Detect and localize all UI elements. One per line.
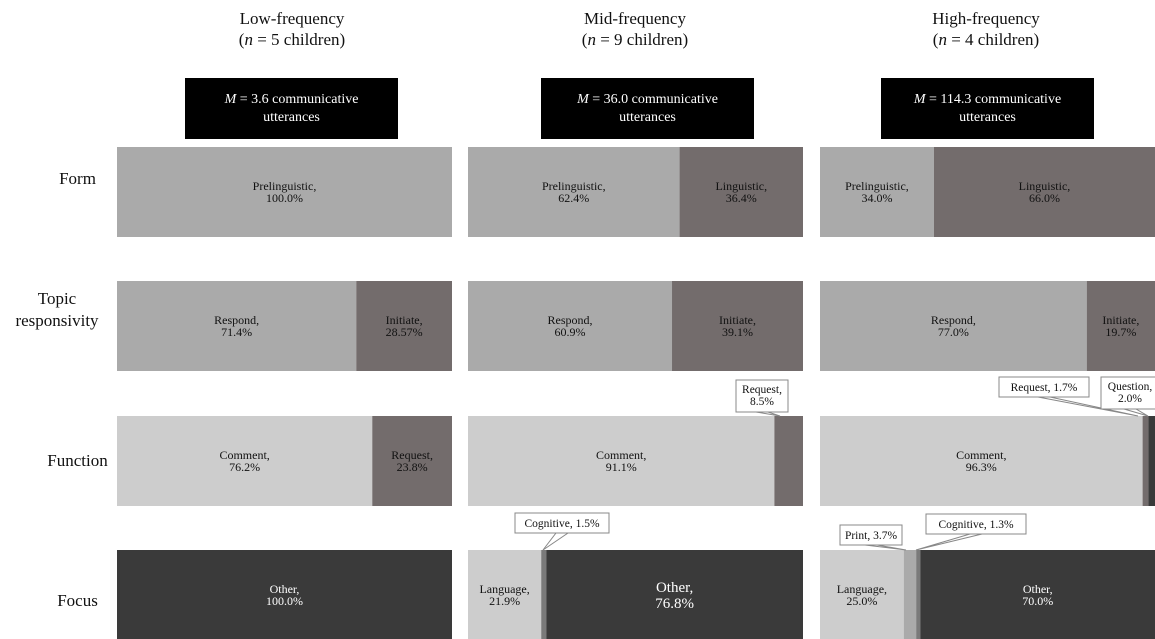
column-title: Low-frequency [239,9,345,28]
svg-text:Question,2.0%: Question, 2.0% [1108,381,1153,405]
callout-high-frequency-focus-cognitive: Cognitive, 1.3% [915,513,1027,551]
bar-mid-frequency-topic-responsivity-respond [468,281,673,371]
bar-high-frequency-focus-print [903,550,917,639]
bar-high-frequency-focus-language [820,550,904,639]
data-label-low-frequency-function-request: Request, 23.8% [391,448,433,474]
bar-high-frequency-topic-responsivity-respond [820,281,1087,371]
data-label-low-frequency-topic-responsivity-respond: Respond, 71.4% [214,313,259,339]
bar-mid-frequency-form-prelinguistic [468,147,680,237]
bar-high-frequency-focus-cognitive [916,550,921,639]
column-n: (n = 9 children) [581,30,689,49]
bar-mid-frequency-focus-language [468,550,542,639]
svg-text:Request, 1.7%: Request, 1.7% [1011,382,1078,394]
callout-mid-frequency-focus-cognitive: Cognitive, 1.5% [514,512,610,551]
svg-text:Request,8.5%: Request, 8.5% [742,384,782,408]
bar-high-frequency-topic-responsivity-initiate [1086,281,1155,371]
data-label-mid-frequency-function-comment: Comment, 91.1% [596,448,646,474]
bar-high-frequency-function-request [1142,416,1149,506]
bar-high-frequency-form-linguistic [933,147,1155,237]
callout-high-frequency-function-question: Question, 2.0% [1100,376,1155,417]
bar-mid-frequency-function-request [774,416,803,506]
bar-mid-frequency-focus-other [546,550,803,639]
row-label-focus: Focus [57,591,98,610]
data-label-high-frequency-form-prelinguistic: Prelinguistic, 34.0% [845,179,909,205]
svg-text:Print, 3.7%: Print, 3.7% [845,530,897,542]
bar-mid-frequency-topic-responsivity-initiate [672,281,803,371]
data-label-high-frequency-focus-other: Other, 70.0% [1022,582,1053,608]
row-label-form: Form [59,169,96,188]
column-title: Mid-frequency [584,9,686,28]
data-label-mid-frequency-focus-language: Language, 21.9% [479,582,529,608]
bar-low-frequency-function-comment [117,416,373,506]
data-label-high-frequency-form-linguistic: Linguistic, 66.0% [1019,179,1071,205]
bar-high-frequency-function-question [1148,416,1155,506]
mean-box-low: M = 3.6 communicative utterances [185,78,398,139]
svg-text:Cognitive, 1.3%: Cognitive, 1.3% [938,519,1013,531]
data-label-low-frequency-function-comment: Comment, 76.2% [219,448,269,474]
callout-mid-frequency-function-request: Request, 8.5% [735,379,789,417]
column-n: (n = 4 children) [932,30,1040,49]
bar-high-frequency-function-comment [820,416,1143,506]
data-label-mid-frequency-form-linguistic: Linguistic, 36.4% [715,179,767,205]
bar-mid-frequency-form-linguistic [679,147,803,237]
data-label-low-frequency-topic-responsivity-initiate: Initiate, 28.57% [386,313,423,339]
bar-low-frequency-topic-responsivity-respond [117,281,357,371]
bar-mid-frequency-focus-cognitive [541,550,547,639]
data-label-low-frequency-form-prelinguistic: Prelinguistic, 100.0% [253,179,317,205]
data-label-mid-frequency-topic-responsivity-initiate: Initiate, 39.1% [719,313,756,339]
bar-low-frequency-topic-responsivity-initiate [356,281,452,371]
column-title: High-frequency [932,9,1040,28]
row-label-topic-responsivity: Topic responsivity [15,289,99,330]
svg-text:Cognitive, 1.5%: Cognitive, 1.5% [524,518,599,530]
row-label-function: Function [47,451,108,470]
data-label-low-frequency-focus-other: Other, 100.0% [266,582,303,608]
data-label-high-frequency-topic-responsivity-respond: Respond, 77.0% [931,313,976,339]
bar-high-frequency-focus-other [920,550,1155,639]
callout-high-frequency-function-request: Request, 1.7% [998,376,1139,417]
bar-low-frequency-focus-other [117,550,452,639]
mean-box-mid: M = 36.0 communicative utterances [541,78,754,139]
data-label-high-frequency-topic-responsivity-initiate: Initiate, 19.7% [1102,313,1139,339]
callout-high-frequency-focus-print: Print, 3.7% [839,524,907,551]
bar-mid-frequency-function-comment [468,416,775,506]
data-label-mid-frequency-focus-other: Other, 76.8% [655,580,694,612]
bar-low-frequency-form-prelinguistic [117,147,452,237]
data-label-mid-frequency-form-prelinguistic: Prelinguistic, 62.4% [542,179,606,205]
column-header-mid: Mid-frequency (n = 9 children) [485,8,785,50]
data-label-high-frequency-focus-language: Language, 25.0% [837,582,887,608]
data-label-mid-frequency-topic-responsivity-respond: Respond, 60.9% [548,313,593,339]
column-header-low: Low-frequency (n = 5 children) [142,8,442,50]
bar-high-frequency-form-prelinguistic [820,147,934,237]
data-label-high-frequency-function-comment: Comment, 96.3% [956,448,1006,474]
bar-low-frequency-function-request [372,416,452,506]
column-header-high: High-frequency (n = 4 children) [836,8,1136,50]
mean-box-high: M = 114.3 communicative utterances [881,78,1094,139]
column-n: (n = 5 children) [238,30,346,49]
